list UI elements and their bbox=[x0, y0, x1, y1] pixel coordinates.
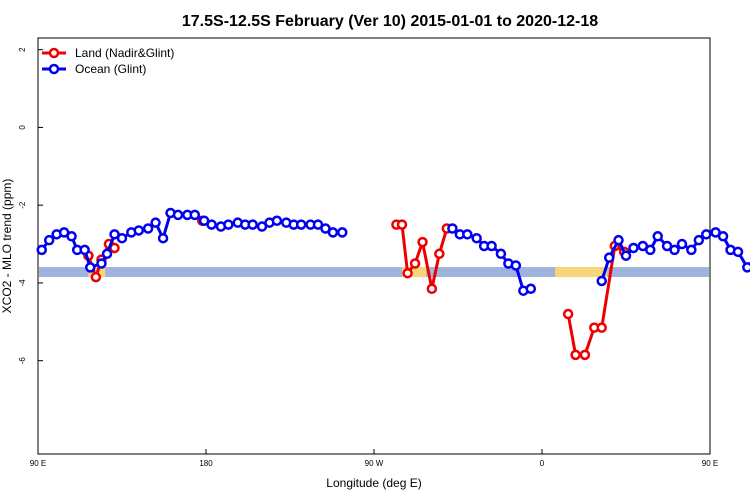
y-tick-label: 2 bbox=[18, 47, 27, 52]
data-point bbox=[223, 219, 234, 230]
data-point bbox=[462, 229, 473, 240]
data-point bbox=[676, 238, 688, 250]
data-point bbox=[133, 225, 145, 236]
legend-marker bbox=[48, 63, 60, 75]
data-point bbox=[402, 267, 413, 279]
data-point bbox=[157, 232, 169, 244]
data-point bbox=[686, 244, 697, 256]
land-band-segment bbox=[402, 267, 427, 278]
data-point bbox=[43, 234, 55, 246]
data-point bbox=[486, 240, 497, 252]
data-point bbox=[295, 219, 307, 230]
data-point bbox=[409, 258, 421, 269]
plot-frame bbox=[37, 37, 711, 455]
data-point bbox=[116, 232, 128, 244]
x-axis-label: Longitude (deg E) bbox=[326, 476, 421, 490]
data-point bbox=[701, 229, 712, 240]
data-point bbox=[596, 275, 607, 287]
x-tick-label: 180 bbox=[199, 459, 213, 468]
y-tick-label: -4 bbox=[18, 279, 27, 287]
x-tick-label: 90 W bbox=[365, 459, 384, 468]
legend-label: Ocean (Glint) bbox=[75, 62, 146, 76]
data-point bbox=[189, 209, 201, 221]
data-point bbox=[142, 223, 154, 234]
y-tick-label: 0 bbox=[18, 125, 27, 130]
series-line bbox=[566, 244, 625, 357]
data-point bbox=[652, 231, 663, 242]
legend-marker bbox=[48, 47, 60, 59]
data-point bbox=[271, 215, 283, 226]
data-point bbox=[90, 271, 102, 283]
data-point bbox=[717, 231, 729, 242]
data-point bbox=[510, 260, 522, 271]
x-tick-label: 90 E bbox=[702, 459, 718, 468]
data-point bbox=[742, 262, 750, 273]
series-line bbox=[396, 223, 449, 291]
data-point bbox=[628, 242, 639, 254]
data-point bbox=[79, 244, 90, 256]
data-point bbox=[495, 248, 507, 260]
surface-band bbox=[39, 267, 709, 278]
data-point bbox=[36, 244, 47, 256]
data-point bbox=[206, 219, 217, 230]
data-point bbox=[96, 258, 107, 269]
data-point bbox=[396, 219, 408, 230]
data-point bbox=[337, 227, 348, 238]
series-layer bbox=[36, 207, 750, 361]
legend-label: Land (Nadir&Glint) bbox=[75, 46, 174, 60]
axes: 90 E 180 90 W 0 90 E 2 0 -2 -4 -6 bbox=[18, 47, 718, 468]
legend: Land (Nadir&Glint) Ocean (Glint) bbox=[42, 46, 174, 76]
data-point bbox=[579, 349, 591, 361]
x-tick-label: 0 bbox=[540, 459, 545, 468]
chart-title: 17.5S-12.5S February (Ver 10) 2015-01-01… bbox=[182, 13, 598, 30]
data-point bbox=[426, 283, 438, 295]
data-point bbox=[85, 262, 96, 273]
ocean-band bbox=[39, 267, 709, 278]
data-point bbox=[562, 308, 574, 320]
data-point bbox=[645, 244, 656, 256]
land-band-segment bbox=[555, 267, 608, 278]
data-point bbox=[613, 234, 624, 246]
data-point bbox=[417, 236, 428, 248]
data-point bbox=[247, 219, 258, 230]
data-point bbox=[525, 283, 537, 295]
data-point bbox=[327, 227, 339, 238]
y-tick-label: -6 bbox=[18, 357, 27, 365]
data-point bbox=[732, 246, 744, 258]
data-point bbox=[669, 244, 680, 256]
data-point bbox=[570, 349, 581, 361]
data-point bbox=[447, 223, 458, 234]
y-tick-label: -2 bbox=[18, 201, 27, 209]
data-point bbox=[471, 232, 482, 244]
data-point bbox=[66, 231, 77, 242]
data-point bbox=[150, 217, 161, 228]
data-point bbox=[434, 248, 445, 260]
data-point bbox=[596, 322, 607, 333]
data-point bbox=[172, 209, 184, 221]
data-point bbox=[693, 234, 705, 246]
x-tick-label: 90 E bbox=[30, 459, 46, 468]
data-point bbox=[101, 248, 113, 260]
data-point bbox=[620, 250, 632, 261]
y-axis-label: XCO2 - MLO trend (ppm) bbox=[0, 179, 14, 314]
data-point bbox=[603, 252, 615, 263]
